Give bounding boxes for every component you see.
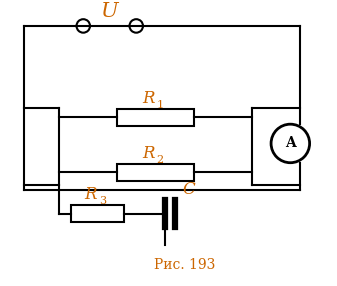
Text: R: R — [85, 186, 97, 203]
Text: 2: 2 — [156, 155, 163, 165]
Text: 1: 1 — [156, 100, 163, 110]
Text: C: C — [182, 181, 195, 198]
Text: R: R — [143, 90, 155, 107]
FancyBboxPatch shape — [117, 164, 194, 181]
FancyBboxPatch shape — [71, 205, 124, 223]
Text: 3: 3 — [99, 196, 106, 206]
Text: A: A — [285, 136, 296, 150]
FancyBboxPatch shape — [117, 109, 194, 126]
Text: U: U — [100, 2, 118, 21]
Text: R: R — [143, 145, 155, 162]
Text: Рис. 193: Рис. 193 — [154, 258, 215, 271]
